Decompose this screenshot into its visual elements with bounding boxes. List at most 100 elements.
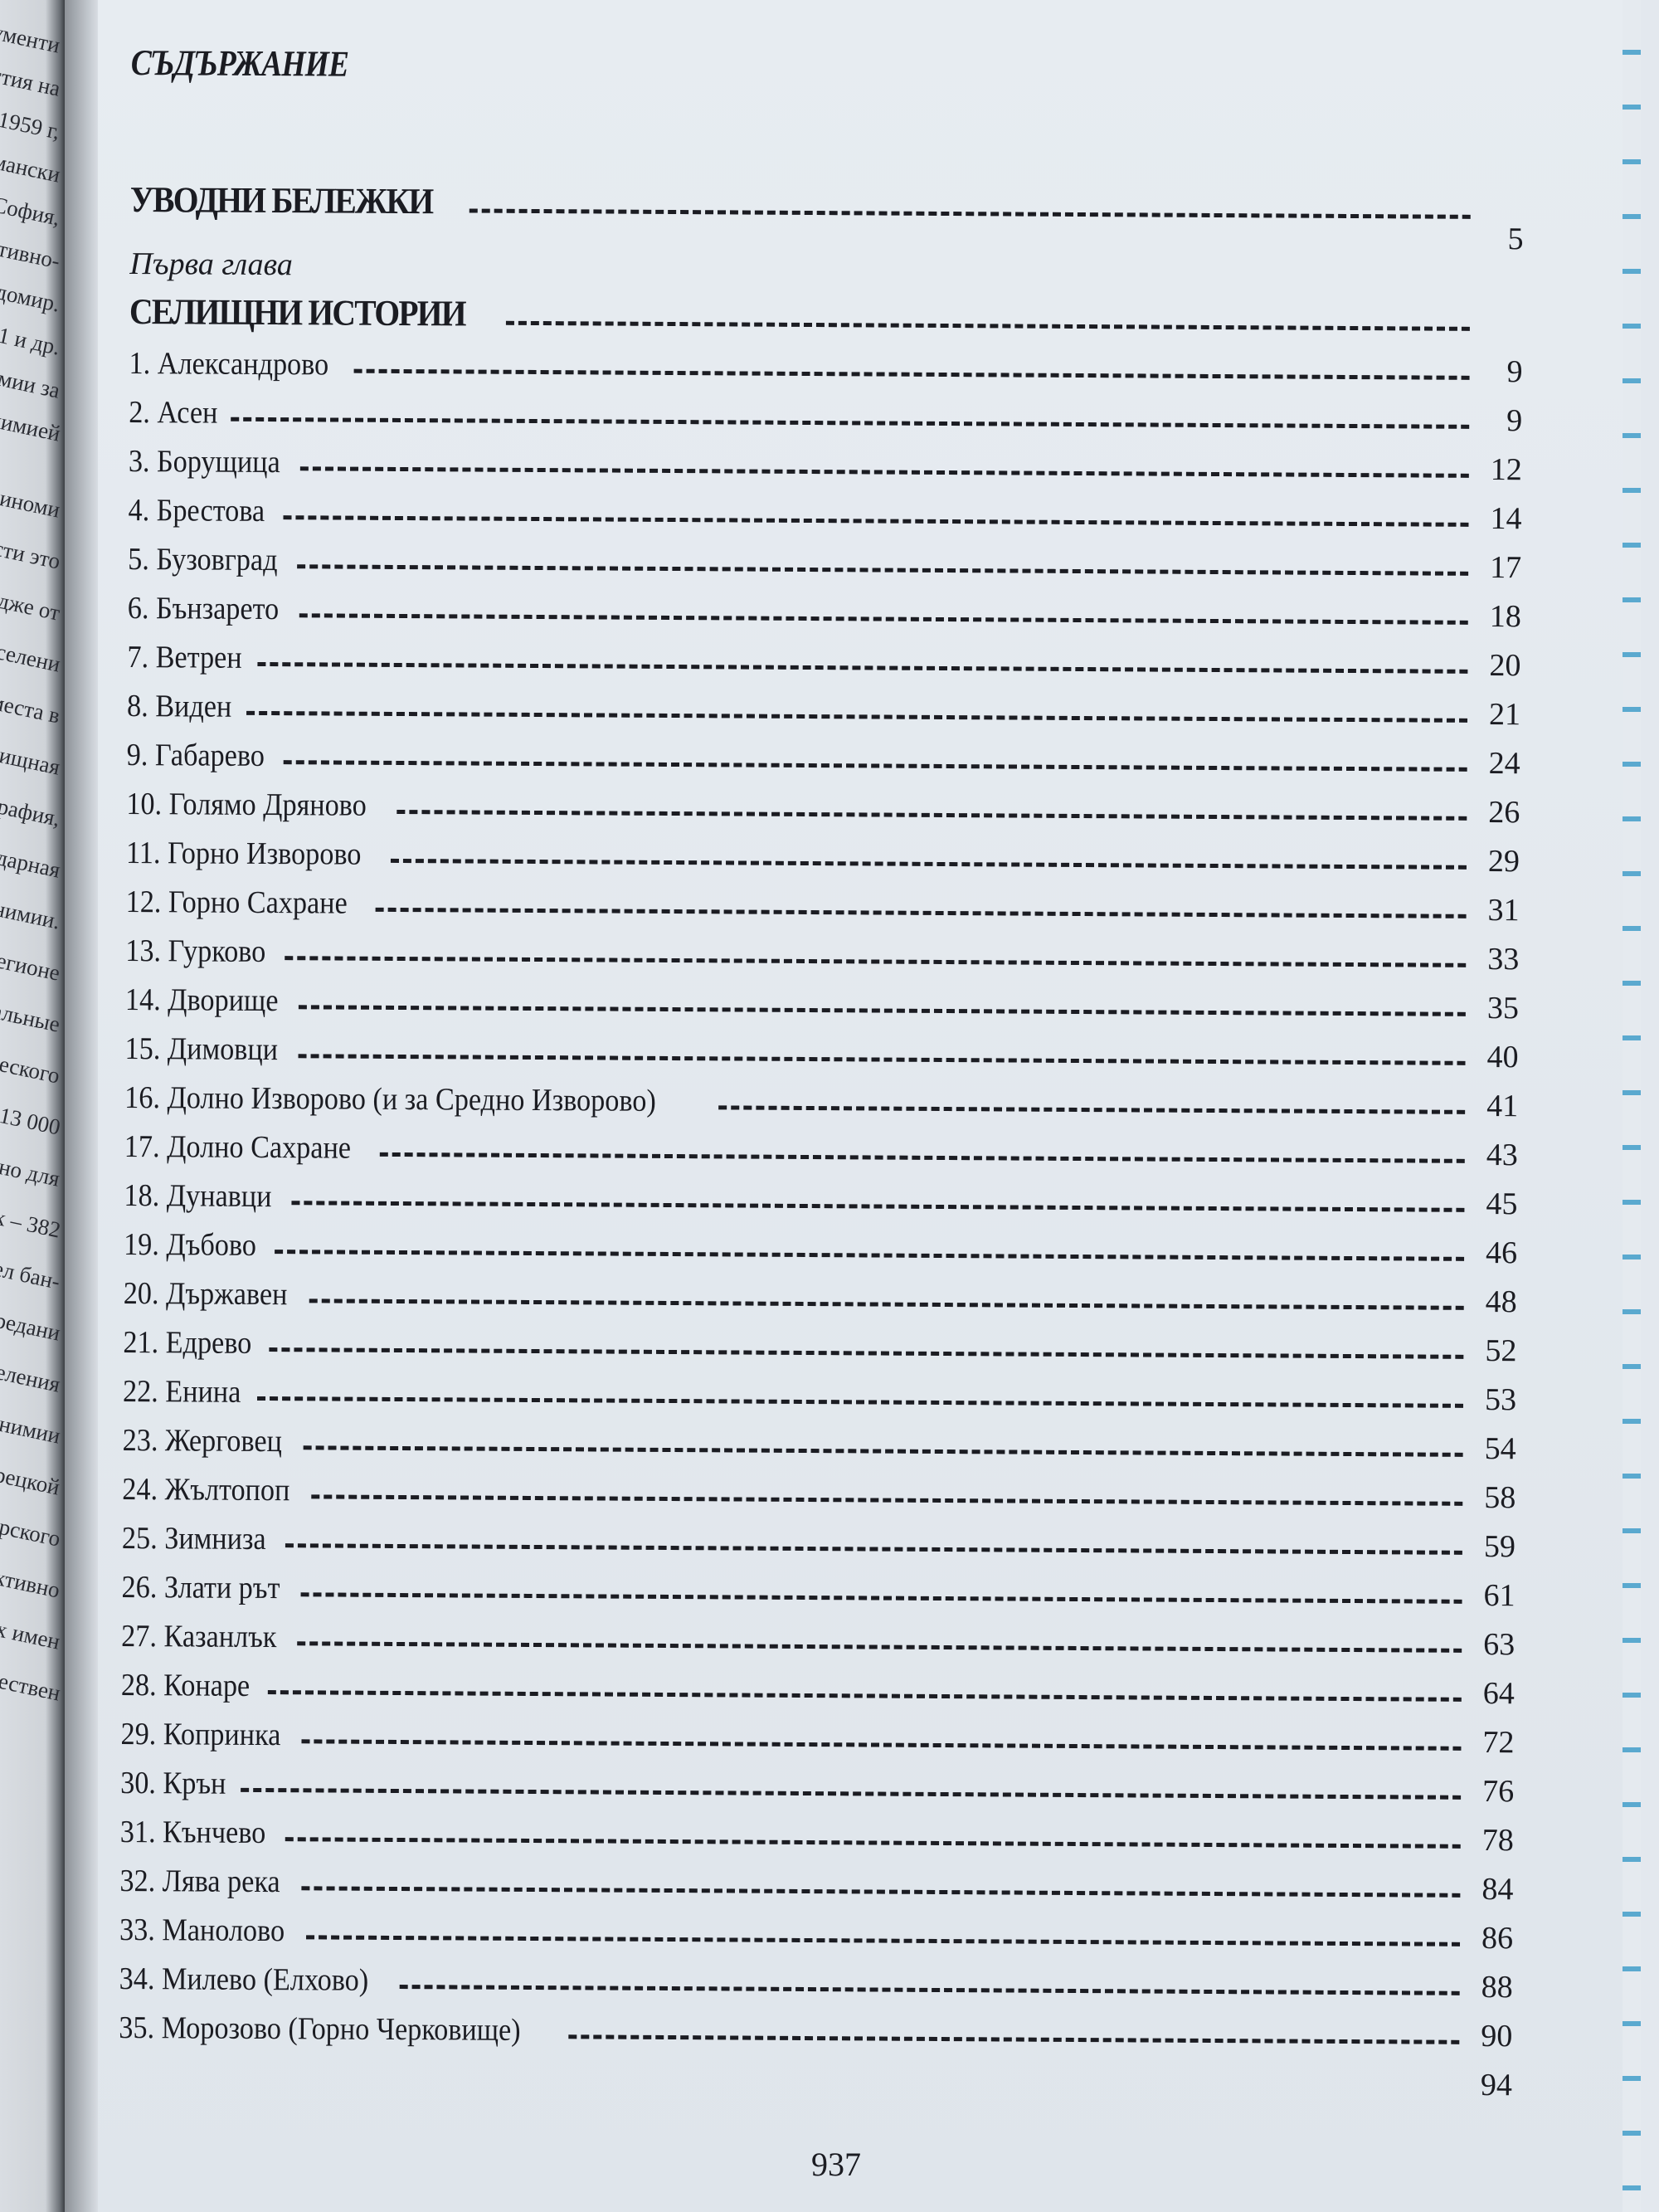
dot-leader	[257, 661, 1468, 674]
entry-label: 9. Габарево	[126, 737, 265, 773]
dot-leader	[306, 1935, 1461, 1946]
dot-leader	[267, 1690, 1462, 1702]
entry-page: 18	[1489, 599, 1521, 635]
dot-leader	[469, 208, 1471, 219]
entry-page: 26	[1488, 795, 1520, 831]
entry-label: 33. Манолово	[119, 1912, 285, 1949]
entry-label: 2. Асен	[129, 394, 218, 431]
entry-label: 14. Дворище	[124, 982, 279, 1019]
dot-leader	[300, 1592, 1462, 1604]
toc-entry: 14. Дворище 35	[125, 969, 1519, 1026]
entry-page: 63	[1483, 1626, 1515, 1663]
entry-page: 64	[1482, 1675, 1515, 1712]
toc-entry: 28. Конаре 64	[121, 1654, 1515, 1712]
dot-leader	[291, 1201, 1465, 1212]
toc-entry: 18. Дунавци 45	[124, 1165, 1517, 1222]
entry-label: 19. Дъбово	[124, 1226, 257, 1263]
toc-entry: 19. Дъбово 46	[124, 1214, 1517, 1271]
facing-page-text: опонимией	[0, 399, 63, 446]
toc-entry: 9. Габарево 24	[127, 724, 1520, 782]
facing-page-text: 1981 и др.	[0, 315, 63, 360]
facing-page-text: Известия на	[0, 52, 63, 101]
entry-page: 9	[1506, 403, 1523, 439]
toc-extra-page: 94	[119, 2046, 1512, 2103]
intro-page: 5	[1507, 222, 1524, 257]
facing-page-text: тративно-	[0, 229, 63, 274]
facing-page-text: документи	[0, 12, 63, 58]
dot-leader	[718, 1105, 1466, 1114]
entry-label: 7. Ветрен	[127, 639, 242, 675]
entry-label: 5. Бузовград	[128, 541, 278, 578]
dot-leader	[285, 1543, 1462, 1555]
toc-entry: 2. Асен 9	[129, 382, 1522, 439]
entry-page: 94	[1480, 2067, 1513, 2103]
facing-page-text: за 1959 г,	[0, 102, 63, 144]
book-gutter	[65, 0, 98, 2212]
entry-label: 29. Копринка	[120, 1716, 281, 1753]
toc-entry: 6. Бънзарето 18	[128, 577, 1521, 635]
toc-entry: 30. Крън 76	[120, 1752, 1514, 1810]
facing-page-text: турецкой	[0, 1457, 63, 1500]
entry-page: 54	[1484, 1430, 1516, 1467]
toc-entry: 3. Борущица 12	[129, 431, 1522, 488]
toc-entry: 4. Брестова 14	[128, 480, 1521, 537]
dot-leader	[257, 1396, 1464, 1408]
facing-page-text: опонимии	[0, 1404, 63, 1449]
entry-page: 41	[1486, 1089, 1519, 1124]
facing-page-text: тического	[0, 1044, 63, 1089]
facing-page-text: предани	[0, 1304, 63, 1346]
entry-page: 90	[1481, 2018, 1513, 2054]
dot-leader	[283, 760, 1467, 772]
facing-page-text: ия. София,	[0, 185, 63, 231]
facing-page-text: до 13 000	[0, 1097, 63, 1140]
dot-leader	[375, 907, 1467, 918]
facing-page-text: аниноми	[0, 480, 63, 523]
toc-entry: 33. Манолово 86	[119, 1899, 1513, 1956]
toc-entry: 23. Жерговец 54	[123, 1410, 1516, 1467]
entry-label: 11. Горно Изворово	[125, 835, 362, 872]
chapter-title: СЕЛИЩНИ ИСТОРИИ	[129, 290, 465, 334]
toc-entry: 20. Държавен 48	[124, 1263, 1517, 1320]
entry-label: 35. Морозово (Горно Черковище)	[119, 2010, 521, 2048]
entry-label: 34. Милево (Елхово)	[119, 1961, 369, 1998]
dot-leader	[298, 1054, 1466, 1065]
toc-entry: 12. Горно Сахране 31	[126, 871, 1520, 928]
facing-page-text: онимии за	[0, 358, 63, 403]
dot-leader	[299, 613, 1468, 625]
entry-page: 76	[1482, 1773, 1515, 1810]
entry-page: 9	[1506, 354, 1523, 390]
dot-leader	[353, 368, 1470, 380]
facing-page-text: Тундже от	[0, 580, 63, 626]
facing-page-text: Селищная	[0, 734, 63, 780]
toc-entry: 24. Жълтопоп 58	[122, 1459, 1515, 1516]
entry-label: 21. Едрево	[123, 1324, 252, 1361]
entry-label: 15. Димовци	[124, 1030, 279, 1068]
toc-entry: 31. Кънчево 78	[120, 1801, 1514, 1859]
entry-page: 40	[1486, 1040, 1519, 1075]
toc-intro: УВОДНИ БЕЛЕЖКИ 5	[130, 129, 1525, 256]
entry-page: 33	[1487, 942, 1520, 977]
toc-entry: 25. Зимниза 59	[122, 1508, 1515, 1565]
toc-entry: 32. Лява река 84	[119, 1850, 1513, 1907]
dot-leader	[311, 1494, 1463, 1506]
facing-page-text: олгарского	[0, 1505, 63, 1552]
dot-leader	[399, 1985, 1460, 1995]
dot-leader	[297, 1641, 1462, 1653]
entry-label: 26. Злати рът	[121, 1569, 280, 1606]
toc-entry: 8. Виден 21	[127, 675, 1520, 733]
entry-label: 20. Държавен	[123, 1275, 288, 1313]
toc-entry: 35. Морозово (Горно Черковище) 90	[119, 1997, 1512, 2054]
toc-entry: 16. Долно Изворово (и за Средно Изворово…	[124, 1067, 1518, 1124]
facing-page-text: поселени	[0, 634, 63, 677]
entry-page: 24	[1488, 746, 1520, 782]
entry-label: 30. Крън	[120, 1765, 226, 1801]
entry-page: 72	[1482, 1724, 1515, 1761]
toc-entries: 1. Александрово 9 2. Асен 9 3. Борущица 12 4. …	[119, 333, 1523, 2103]
entry-page: 88	[1481, 1969, 1513, 2005]
entry-label: 1. Александрово	[129, 345, 329, 382]
dot-leader	[303, 1445, 1463, 1457]
entry-page: 84	[1481, 1871, 1514, 1907]
dot-leader	[246, 710, 1468, 723]
facing-page-text: гности это	[0, 529, 63, 574]
facing-page-text: егендарная	[0, 836, 63, 883]
